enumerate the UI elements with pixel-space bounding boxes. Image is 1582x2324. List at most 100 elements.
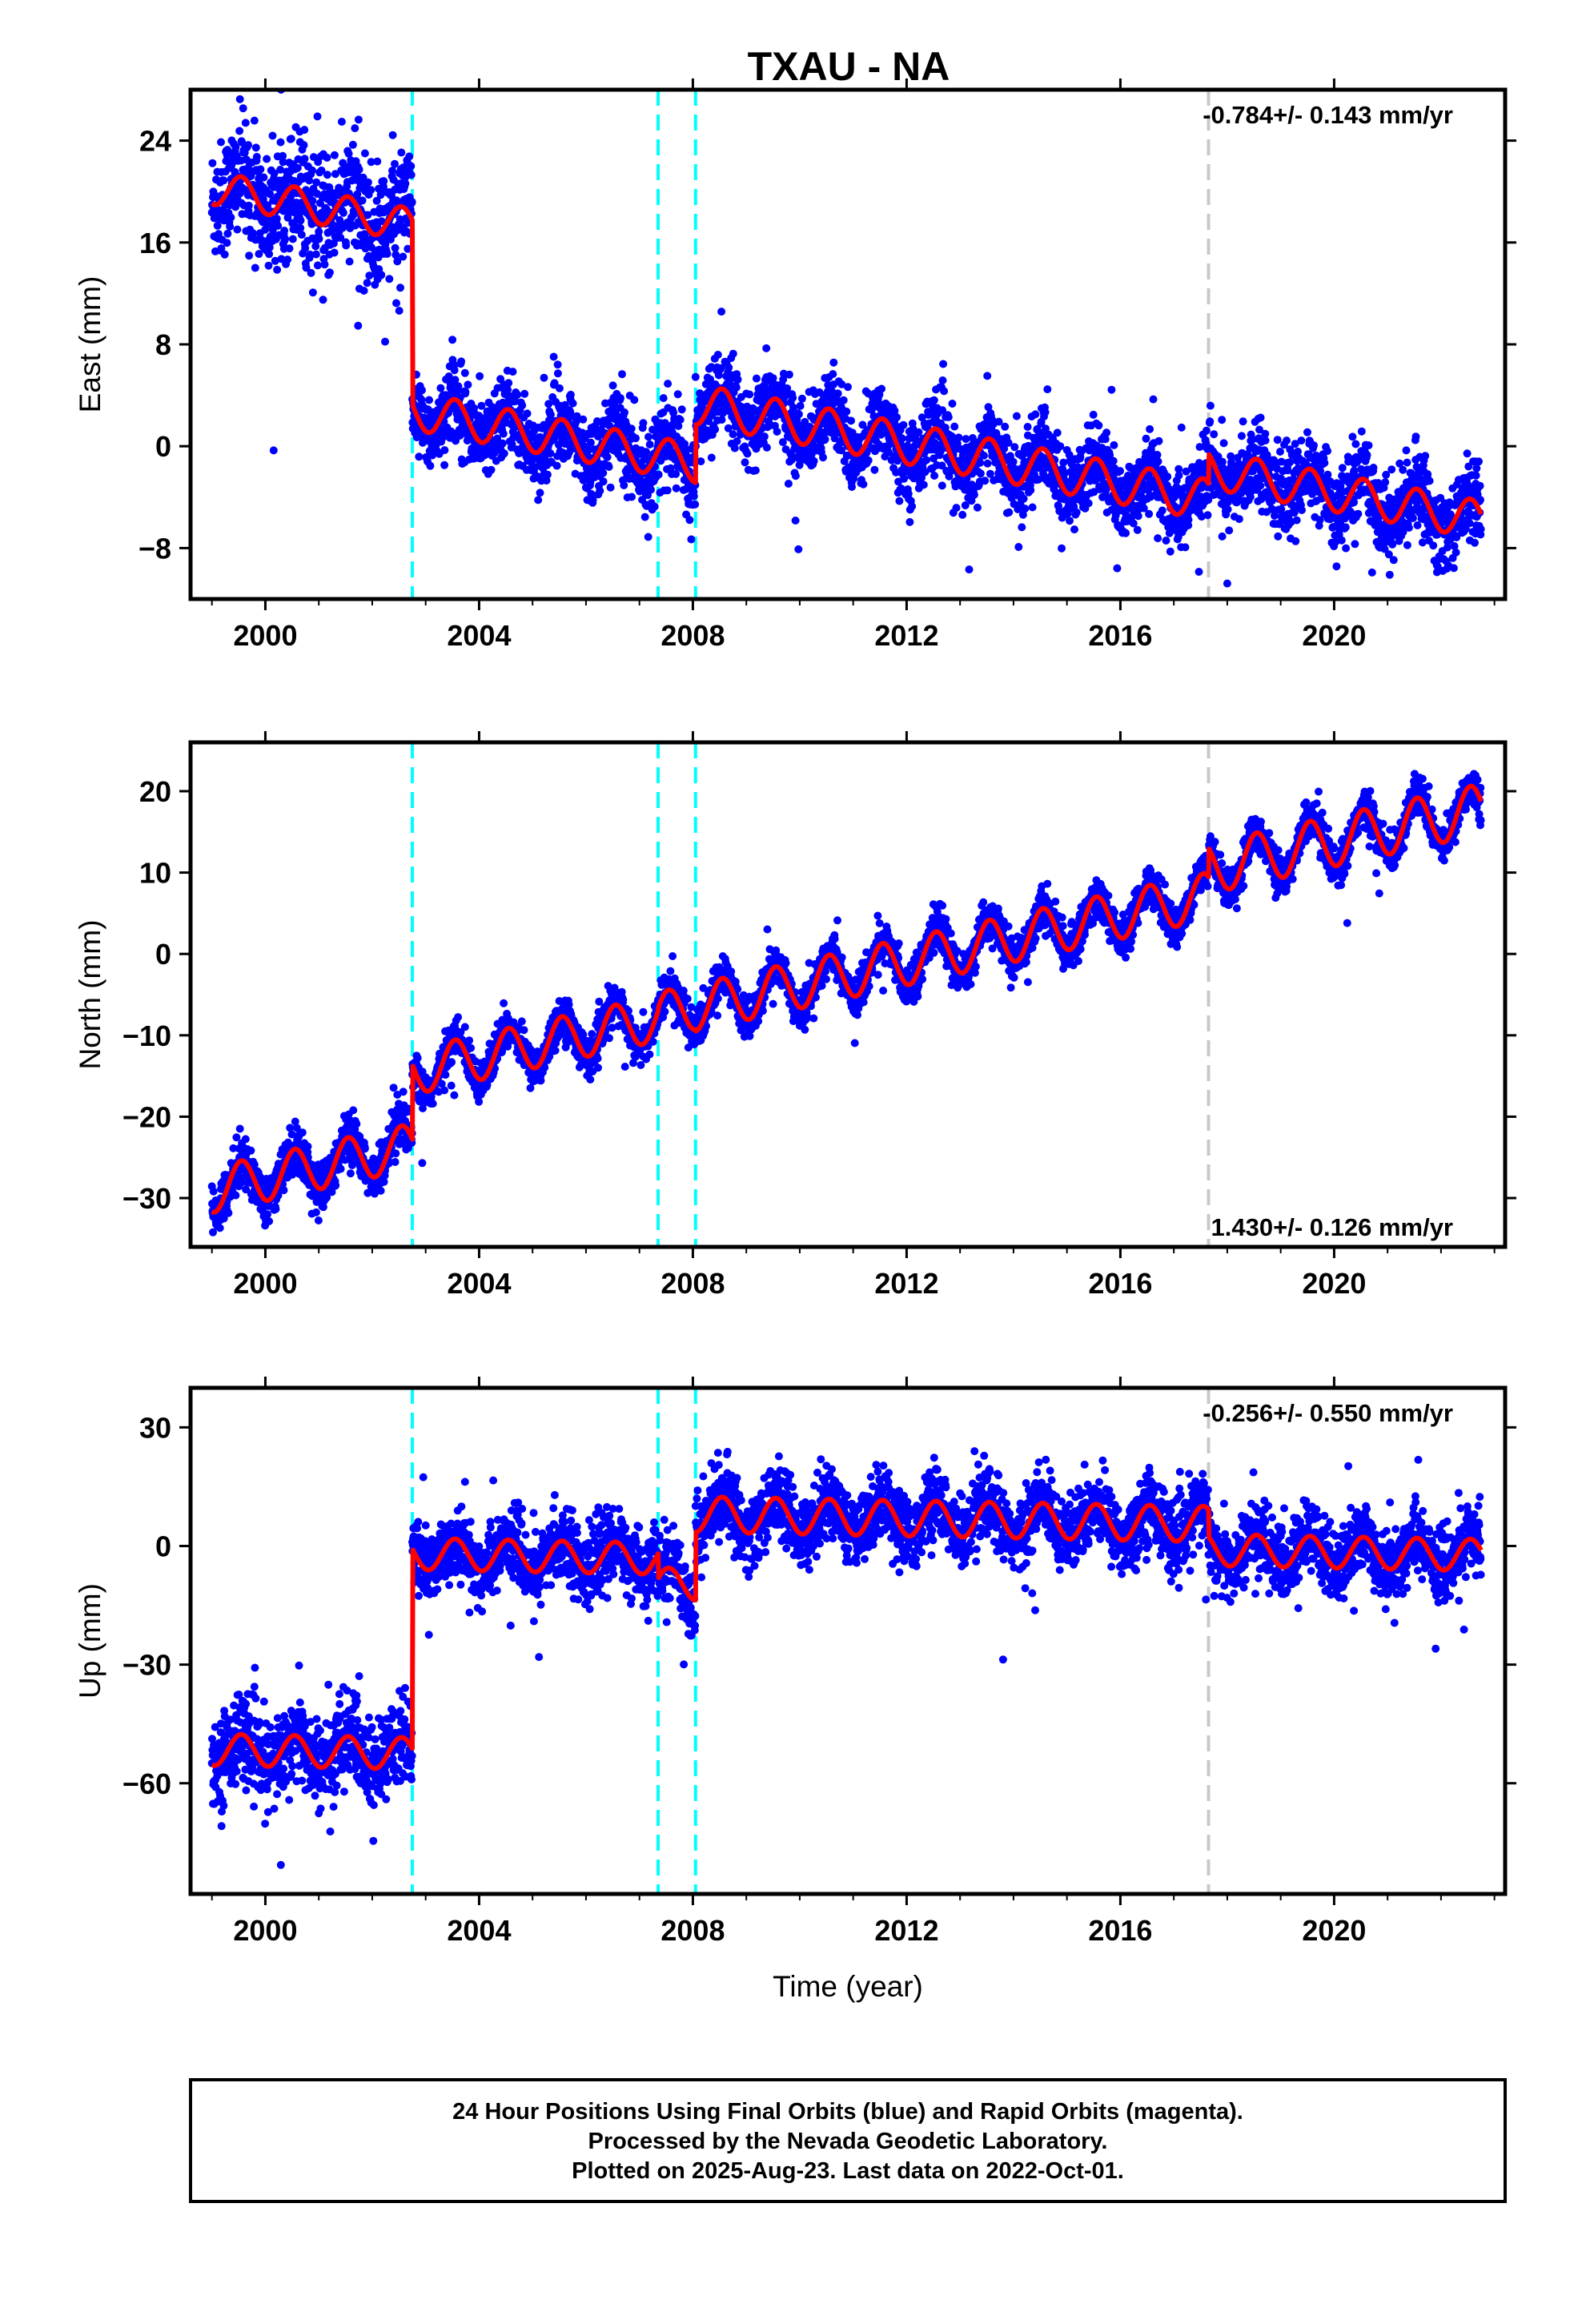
data-point <box>391 243 400 252</box>
data-point <box>320 260 329 269</box>
data-point <box>608 381 617 390</box>
data-point <box>1137 491 1146 500</box>
data-point <box>697 457 705 466</box>
data-point <box>1113 564 1122 573</box>
data-point <box>673 390 682 399</box>
data-point <box>821 435 829 444</box>
data-point <box>209 1187 218 1196</box>
data-point <box>762 443 771 452</box>
data-point <box>1476 481 1484 490</box>
data-point <box>1059 458 1068 467</box>
data-point <box>418 386 426 395</box>
data-point <box>499 429 508 438</box>
data-point <box>306 250 315 259</box>
data-point <box>877 430 885 439</box>
data-point <box>251 263 259 272</box>
data-point <box>348 140 357 149</box>
data-point <box>1166 547 1174 556</box>
data-point <box>848 483 856 491</box>
data-point <box>319 296 327 304</box>
data-point <box>664 380 673 388</box>
data-point <box>1102 428 1111 437</box>
data-point <box>877 384 886 393</box>
data-point <box>1350 498 1359 507</box>
data-point <box>1134 512 1142 521</box>
data-point <box>297 231 306 239</box>
data-point <box>919 480 928 489</box>
data-point <box>311 250 320 259</box>
data-point <box>549 352 558 361</box>
data-point <box>1066 517 1074 525</box>
data-point <box>1122 529 1130 537</box>
data-point <box>952 504 961 513</box>
data-point <box>1012 412 1021 420</box>
data-point <box>315 235 323 243</box>
data-point <box>553 360 562 369</box>
data-point <box>555 384 564 392</box>
data-point <box>801 417 809 426</box>
x-tick-label: 2012 <box>874 619 938 652</box>
data-point <box>546 449 555 458</box>
data-point <box>922 456 931 464</box>
data-point <box>961 501 970 509</box>
data-point <box>1041 408 1050 416</box>
data-point <box>1303 428 1311 436</box>
data-point <box>266 190 275 199</box>
data-point <box>1005 508 1014 517</box>
data-point <box>499 398 508 407</box>
data-point <box>1153 451 1162 459</box>
data-point <box>475 412 484 420</box>
data-point <box>307 166 316 175</box>
data-point <box>983 459 992 468</box>
data-point <box>379 177 388 186</box>
data-point <box>962 435 970 444</box>
data-point <box>1206 417 1215 426</box>
data-point <box>534 496 543 505</box>
data-point <box>965 565 974 574</box>
data-point <box>1472 471 1480 480</box>
data-point <box>392 299 400 308</box>
data-point <box>401 179 410 188</box>
data-point <box>1471 538 1479 547</box>
data-point <box>819 453 827 462</box>
data-point <box>224 1208 233 1217</box>
data-point <box>1367 568 1376 577</box>
data-point <box>691 372 700 381</box>
data-point <box>359 287 368 295</box>
data-point <box>674 422 683 430</box>
data-point <box>1065 451 1074 459</box>
data-point <box>1203 511 1212 520</box>
data-point <box>730 444 739 452</box>
data-point <box>1408 514 1417 522</box>
data-point <box>564 448 573 457</box>
data-point <box>618 370 626 379</box>
data-point <box>313 112 322 121</box>
data-point <box>448 336 457 344</box>
data-point <box>351 124 359 133</box>
data-point <box>954 433 963 442</box>
data-point <box>1364 441 1373 450</box>
data-point <box>1039 436 1048 445</box>
data-point <box>373 157 382 166</box>
data-point <box>1273 436 1282 444</box>
data-point <box>241 119 250 127</box>
data-point <box>699 398 708 407</box>
x-tick-label: 2000 <box>233 619 297 652</box>
data-point <box>367 186 375 195</box>
data-point <box>1026 486 1035 494</box>
data-point <box>296 223 305 232</box>
data-point <box>1385 570 1394 579</box>
data-point <box>725 363 733 372</box>
data-point <box>454 382 463 391</box>
data-point <box>938 481 946 490</box>
data-point <box>604 463 613 471</box>
data-point <box>677 405 686 414</box>
data-point <box>1341 523 1350 532</box>
data-point <box>504 385 512 394</box>
data-point <box>391 159 399 168</box>
data-point <box>385 275 394 283</box>
data-point <box>976 469 985 478</box>
data-point <box>405 152 414 161</box>
data-point <box>1351 540 1359 549</box>
